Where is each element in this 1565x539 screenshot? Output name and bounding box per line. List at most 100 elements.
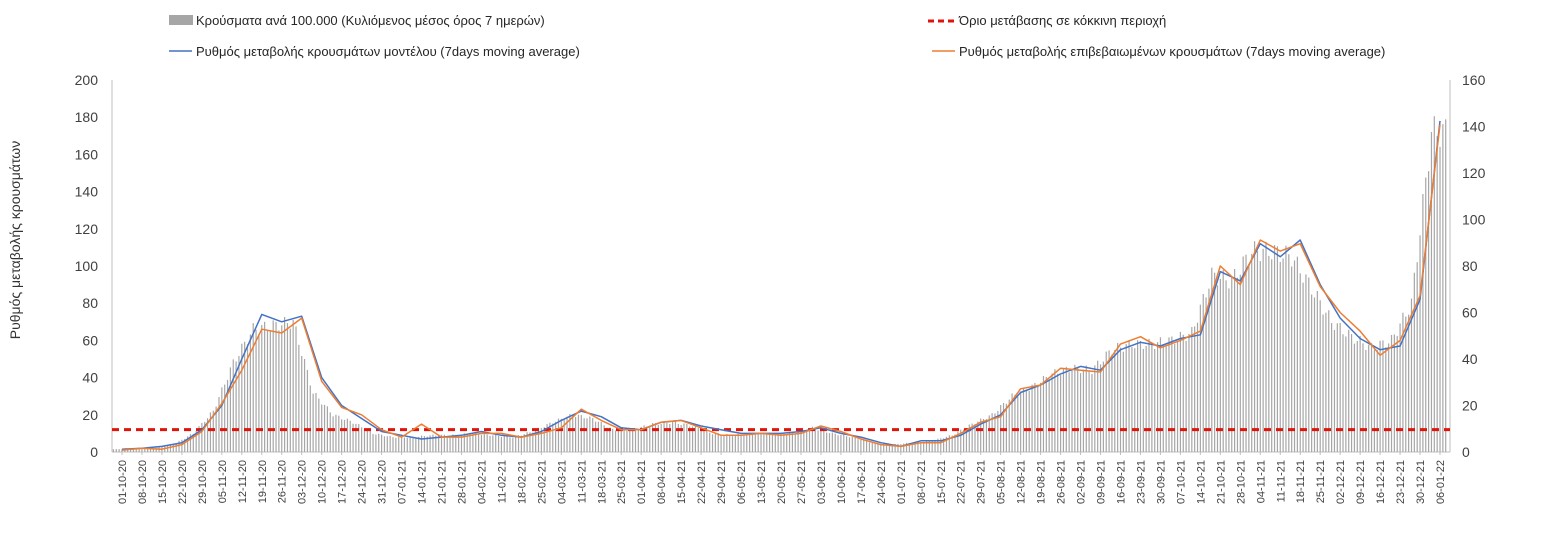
bar: [791, 432, 794, 452]
x-tick-label: 22-07-21: [956, 460, 968, 504]
bar: [224, 384, 226, 452]
x-tick-label: 25-11-21: [1315, 460, 1327, 503]
bar: [1139, 341, 1142, 452]
bar: [1037, 386, 1039, 452]
bar: [1416, 262, 1418, 452]
bar: [1014, 394, 1016, 452]
bar: [1176, 341, 1179, 452]
bar: [697, 427, 699, 452]
bar: [629, 429, 631, 452]
x-tick-label: 23-12-21: [1395, 460, 1407, 504]
x-tick-label: 06-01-22: [1435, 460, 1447, 504]
bar: [1393, 334, 1395, 452]
bar: [1442, 124, 1444, 452]
bar: [646, 426, 648, 452]
bar: [477, 434, 480, 452]
bar: [127, 448, 129, 452]
bar: [246, 344, 249, 452]
bar: [860, 439, 862, 452]
x-tick-label: 21-10-21: [1215, 460, 1227, 504]
x-tick-label: 01-04-21: [636, 460, 648, 504]
bar: [937, 438, 939, 452]
bar: [1259, 261, 1261, 452]
bar: [948, 435, 950, 452]
bar: [352, 423, 354, 452]
bar: [928, 440, 930, 452]
x-tick-label: 14-10-21: [1195, 460, 1207, 504]
bar: [654, 423, 657, 452]
bar: [1114, 349, 1116, 452]
bar: [943, 438, 945, 452]
bar: [617, 430, 619, 452]
bar: [905, 442, 908, 452]
bar: [423, 436, 425, 452]
bar: [1368, 344, 1370, 452]
bar: [828, 433, 831, 452]
bar: [1439, 146, 1441, 452]
x-tick-label: 16-12-21: [1375, 460, 1387, 504]
x-tick-label: 19-11-20: [257, 460, 269, 503]
bar: [497, 435, 500, 452]
y-tick-right-label: 20: [1462, 398, 1478, 414]
x-tick-label: 03-12-20: [297, 460, 309, 504]
bar: [589, 416, 591, 452]
bar: [1059, 375, 1062, 452]
bar: [1020, 391, 1022, 452]
bar: [871, 442, 873, 452]
bar: [1333, 330, 1336, 452]
bar: [555, 421, 557, 452]
bar: [1410, 298, 1413, 452]
bar: [346, 418, 348, 452]
bar: [400, 436, 403, 452]
y-tick-left-label: 160: [75, 146, 99, 162]
bar: [238, 355, 240, 452]
bar: [1325, 312, 1327, 452]
bar: [1396, 335, 1398, 452]
bar: [854, 437, 856, 452]
bar: [763, 434, 765, 452]
bar: [1236, 277, 1239, 452]
x-tick-label: 24-06-21: [876, 460, 888, 504]
bar: [857, 439, 859, 452]
bar: [851, 436, 853, 452]
bar: [372, 434, 374, 452]
bar: [923, 442, 925, 452]
bar: [1068, 372, 1070, 452]
x-tick-label: 05-11-20: [217, 460, 229, 503]
bar: [674, 421, 677, 452]
bar: [184, 438, 186, 452]
bar: [574, 416, 577, 452]
bar: [1313, 297, 1316, 452]
y-tick-right-label: 0: [1462, 444, 1470, 460]
bar: [1336, 323, 1338, 452]
bar: [737, 433, 739, 452]
x-tick-label: 22-10-20: [177, 460, 189, 504]
bar: [606, 427, 608, 452]
bar: [945, 436, 948, 452]
bar: [232, 359, 234, 452]
bar: [652, 423, 654, 452]
bar: [888, 444, 891, 452]
bar: [495, 434, 497, 452]
bar: [189, 434, 192, 452]
y-tick-right-label: 40: [1462, 351, 1478, 367]
bar: [209, 412, 212, 452]
bar: [389, 435, 391, 452]
bar: [355, 423, 357, 452]
x-tick-label: 22-04-21: [696, 460, 708, 504]
bar: [1388, 343, 1390, 452]
bar: [703, 430, 705, 452]
bar: [1299, 273, 1301, 452]
bar: [386, 436, 388, 452]
bar: [343, 419, 346, 452]
bar: [1088, 370, 1090, 452]
bar: [440, 434, 443, 452]
bar: [512, 437, 514, 452]
bar: [957, 431, 959, 452]
bar: [449, 435, 451, 452]
bar: [788, 432, 791, 452]
x-tick-label: 25-02-21: [536, 460, 548, 504]
bar: [503, 436, 505, 452]
bar: [917, 441, 919, 452]
bar: [1328, 310, 1330, 452]
